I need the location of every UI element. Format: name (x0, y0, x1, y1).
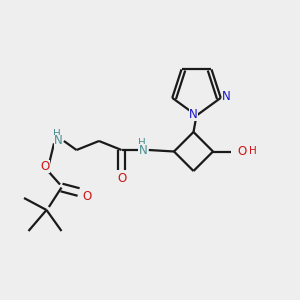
Text: H: H (53, 129, 61, 140)
Text: N: N (222, 90, 230, 103)
Text: O: O (40, 160, 50, 173)
Text: O: O (82, 190, 91, 203)
Text: H: H (249, 146, 257, 157)
Text: H: H (138, 138, 146, 148)
Text: O: O (238, 145, 247, 158)
Text: N: N (139, 143, 148, 157)
Text: O: O (117, 172, 126, 185)
Text: N: N (54, 134, 63, 148)
Text: N: N (189, 107, 198, 121)
